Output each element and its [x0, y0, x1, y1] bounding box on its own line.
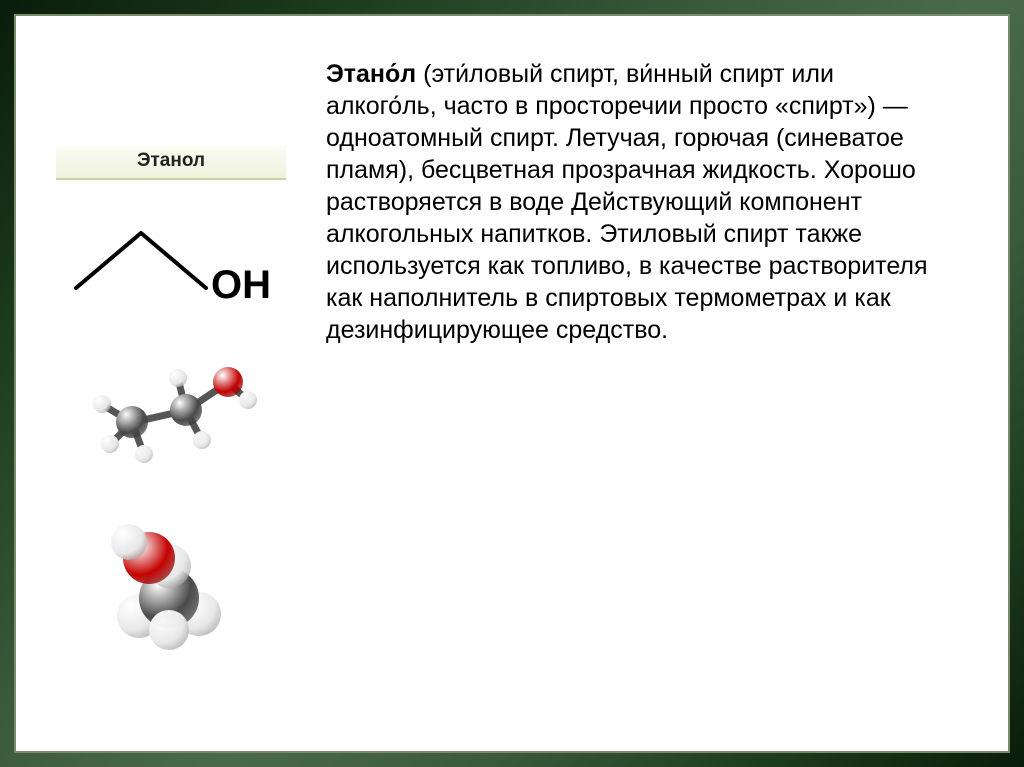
atom-H [193, 431, 211, 449]
molecule-models [86, 358, 256, 648]
atom-H [93, 395, 111, 413]
atom-H [149, 610, 189, 650]
ball-and-stick-model [86, 358, 256, 468]
skeletal-formula: OH [56, 198, 286, 328]
svg-text:OH: OH [211, 263, 271, 307]
right-column: Этано́л (эти́ловый спирт, ви́нный спирт … [306, 16, 1008, 751]
atom-O [213, 367, 243, 397]
skeletal-svg: OH [56, 198, 286, 328]
atom-H [239, 391, 257, 409]
atom-H [111, 524, 147, 560]
atom-H [101, 435, 119, 453]
slide-page: Этанол OH Этано́л (эти́ловый спирт, ви́н… [14, 14, 1010, 753]
atom-C [170, 394, 202, 426]
space-filling-model [101, 528, 241, 648]
slide-frame: Этанол OH Этано́л (эти́ловый спирт, ви́н… [0, 0, 1024, 767]
atom-H [169, 369, 187, 387]
content-row: Этанол OH Этано́л (эти́ловый спирт, ви́н… [16, 16, 1008, 751]
compound-label: Этанол [56, 146, 286, 180]
atom-C [116, 406, 148, 438]
description-text: Этано́л (эти́ловый спирт, ви́нный спирт … [326, 58, 948, 346]
atom-H [135, 445, 153, 463]
left-column: Этанол OH [16, 16, 306, 751]
